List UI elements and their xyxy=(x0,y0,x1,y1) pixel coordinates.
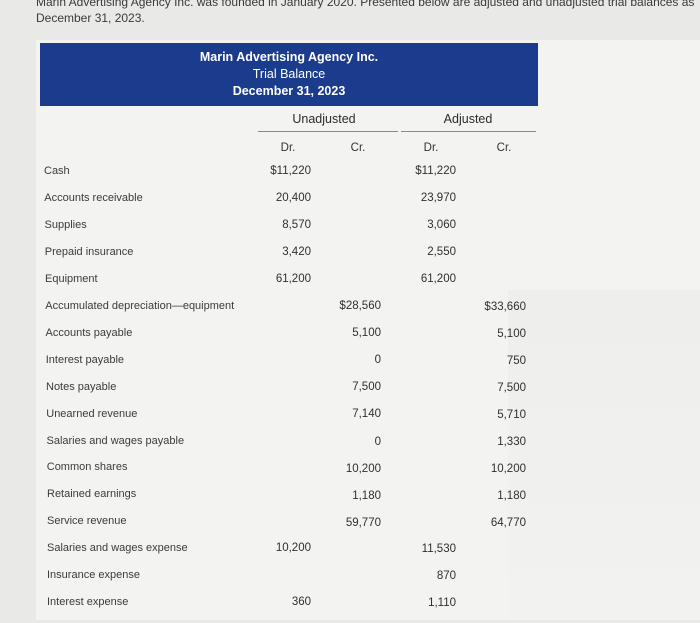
table-row: Accounts payable 5,100 5,100 xyxy=(36,327,700,354)
trial-balance-header: Marin Advertising Agency Inc. Trial Bala… xyxy=(40,43,538,106)
adjusted-credit-shade xyxy=(508,290,700,620)
col-unadjusted-dr: Dr. xyxy=(280,142,296,154)
group-unadjusted: Unadjusted xyxy=(292,112,356,126)
account-name: Service revenue xyxy=(47,515,127,528)
account-name: Insurance expense xyxy=(47,569,140,582)
account-name: Equipment xyxy=(45,272,98,285)
adjusted-debit-cell: 1,110 xyxy=(428,597,456,610)
unadjusted-credit-cell: 7,140 xyxy=(352,408,381,421)
adjusted-credit-cell: 5,100 xyxy=(497,327,526,340)
table-row: Service revenue 59,770 64,770 xyxy=(36,515,700,542)
account-name: Unearned revenue xyxy=(46,407,138,420)
unadjusted-credit-cell: 0 xyxy=(374,354,381,367)
unadjusted-debit-cell: 61,200 xyxy=(275,272,311,285)
unadjusted-rule xyxy=(258,131,398,132)
unadjusted-credit-cell: 7,500 xyxy=(352,381,381,394)
group-adjusted: Adjusted xyxy=(443,112,493,126)
intro-text: Marin Advertising Agency Inc. was founde… xyxy=(36,0,696,26)
table-row: Notes payable 7,500 7,500 xyxy=(36,381,700,408)
adjusted-debit-cell: 61,200 xyxy=(420,273,456,286)
adjusted-debit-cell: 23,970 xyxy=(420,192,456,204)
adjusted-credit-cell: 1,180 xyxy=(497,490,526,503)
unadjusted-debit-cell: 10,200 xyxy=(275,542,311,555)
adjusted-credit-cell: 1,330 xyxy=(497,436,526,448)
account-name: Cash xyxy=(44,165,70,177)
account-name: Notes payable xyxy=(46,380,117,393)
adjusted-credit-cell: 10,200 xyxy=(490,463,526,476)
company-name: Marin Advertising Agency Inc. xyxy=(199,50,379,64)
intro-line-2: December 31, 2023. xyxy=(36,11,145,25)
unadjusted-debit-cell: 360 xyxy=(291,596,311,609)
table-row: Interest payable 0 750 xyxy=(36,354,700,381)
table-row: Unearned revenue 7,140 5,710 xyxy=(36,408,700,435)
table-row: Salaries and wages payable 0 1,330 xyxy=(36,435,700,462)
unadjusted-credit-cell: $28,560 xyxy=(339,300,381,313)
adjusted-debit-cell: 11,530 xyxy=(421,543,456,556)
account-name: Common shares xyxy=(46,461,128,474)
table-row: Equipment 61,200 61,200 xyxy=(36,273,700,300)
table-row: Cash $11,220 $11,220 xyxy=(36,165,700,192)
account-name: Accounts receivable xyxy=(44,191,143,204)
trial-balance-sheet: Marin Advertising Agency Inc. Trial Bala… xyxy=(36,40,700,620)
adjusted-credit-cell: $33,660 xyxy=(484,300,526,313)
unadjusted-credit-cell: 5,100 xyxy=(352,327,381,340)
unadjusted-credit-cell: 10,200 xyxy=(345,462,381,475)
account-name: Interest payable xyxy=(45,353,125,366)
account-name: Accounts payable xyxy=(45,326,133,339)
table-row: Accumulated depreciation—equipment $28,56… xyxy=(36,300,700,327)
account-name: Supplies xyxy=(44,218,87,231)
account-name: Interest expense xyxy=(47,596,129,609)
adjusted-debit-cell: 3,060 xyxy=(427,219,456,232)
table-row: Prepaid insurance 3,420 2,550 xyxy=(36,246,700,273)
adjusted-credit-cell: 7,500 xyxy=(497,381,526,394)
unadjusted-debit-cell: $11,220 xyxy=(270,165,311,177)
adjusted-credit-cell: 5,710 xyxy=(497,408,526,421)
unadjusted-credit-cell: 59,770 xyxy=(345,516,381,529)
adjusted-debit-cell: 870 xyxy=(436,570,456,583)
unadjusted-credit-cell: 1,180 xyxy=(352,489,381,502)
table-row: Supplies 8,570 3,060 xyxy=(36,219,700,246)
table-row: Salaries and wages expense 10,200 11,530 xyxy=(36,542,700,569)
table-row: Interest expense 360 1,110 xyxy=(36,596,700,623)
statement-title: Trial Balance xyxy=(252,67,326,81)
account-name: Salaries and wages payable xyxy=(46,434,185,447)
account-name: Accumulated depreciation—equipment xyxy=(45,299,235,312)
unadjusted-debit-cell: 20,400 xyxy=(275,191,311,204)
col-adjusted-dr: Dr. xyxy=(423,142,439,154)
account-name: Salaries and wages expense xyxy=(47,542,188,555)
adjusted-credit-cell: 750 xyxy=(506,354,526,367)
account-name: Prepaid insurance xyxy=(44,245,134,258)
col-unadjusted-cr: Cr. xyxy=(350,142,366,154)
col-adjusted-cr: Cr. xyxy=(496,142,512,154)
adjusted-rule xyxy=(401,131,536,132)
table-row: Accounts receivable 20,400 23,970 xyxy=(36,192,700,219)
statement-date: December 31, 2023 xyxy=(232,84,346,98)
unadjusted-debit-cell: 3,420 xyxy=(282,245,311,258)
adjusted-debit-cell: 2,550 xyxy=(427,246,456,259)
unadjusted-credit-cell: 0 xyxy=(374,435,381,448)
account-name: Retained earnings xyxy=(47,488,137,501)
unadjusted-debit-cell: 8,570 xyxy=(282,218,311,231)
intro-line-1: Marin Advertising Agency Inc. was founde… xyxy=(36,0,696,9)
table-row: Insurance expense 870 xyxy=(36,569,700,596)
table-row: Retained earnings 1,180 1,180 xyxy=(36,488,700,515)
adjusted-debit-cell: $11,220 xyxy=(415,165,456,177)
adjusted-credit-cell: 64,770 xyxy=(490,517,526,530)
table-row: Common shares 10,200 10,200 xyxy=(36,461,700,488)
